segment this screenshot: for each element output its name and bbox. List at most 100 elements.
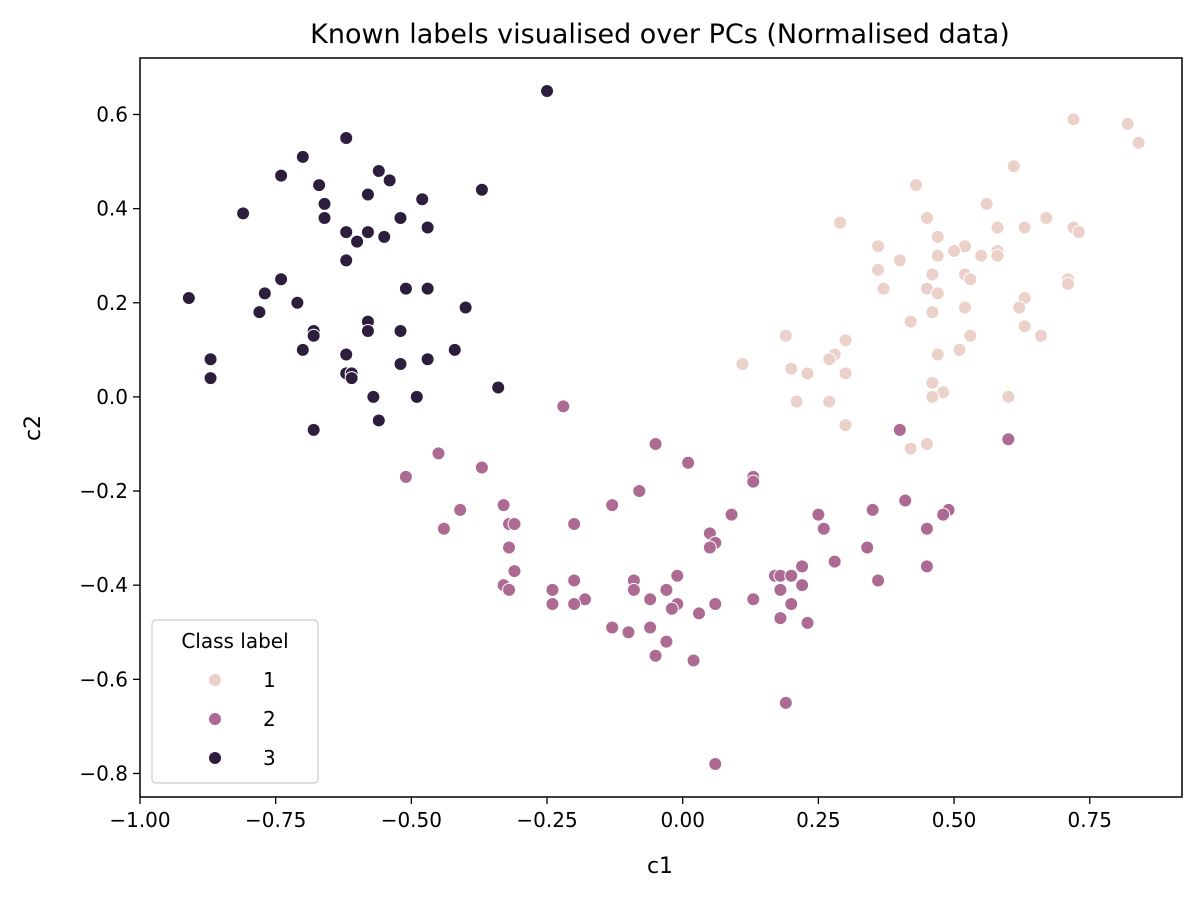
data-point-class-2 — [605, 620, 620, 635]
data-point-class-3 — [350, 234, 365, 249]
data-point-class-1 — [930, 347, 945, 362]
data-point-class-2 — [784, 597, 799, 612]
data-point-class-3 — [181, 291, 196, 306]
data-point-class-1 — [979, 196, 994, 211]
data-point-class-3 — [393, 356, 408, 371]
data-point-class-2 — [919, 521, 934, 536]
data-point-class-3 — [540, 83, 555, 98]
points-layer — [181, 83, 1146, 772]
data-point-class-3 — [409, 389, 424, 404]
x-tick-label: 0.50 — [932, 808, 977, 832]
data-point-class-3 — [344, 371, 359, 386]
data-point-class-1 — [1120, 116, 1135, 131]
data-point-class-2 — [507, 516, 522, 531]
data-point-class-1 — [838, 418, 853, 433]
data-point-class-2 — [632, 484, 647, 499]
data-point-class-3 — [306, 422, 321, 437]
data-point-class-2 — [670, 568, 685, 583]
data-point-class-1 — [1039, 211, 1054, 226]
data-point-class-2 — [567, 573, 582, 588]
x-tick-label: −1.00 — [109, 808, 170, 832]
data-point-class-1 — [963, 328, 978, 343]
data-point-class-2 — [724, 507, 739, 522]
data-point-class-3 — [371, 163, 386, 178]
data-point-class-2 — [605, 498, 620, 513]
data-point-class-2 — [773, 582, 788, 597]
data-point-class-3 — [274, 272, 289, 287]
data-point-class-2 — [621, 625, 636, 640]
data-point-class-3 — [295, 342, 310, 357]
data-point-class-3 — [257, 286, 272, 301]
data-point-class-2 — [871, 573, 886, 588]
data-point-class-1 — [1033, 328, 1048, 343]
data-point-class-1 — [822, 352, 837, 367]
data-point-class-2 — [708, 597, 723, 612]
data-point-class-2 — [795, 578, 810, 593]
data-point-class-3 — [274, 168, 289, 183]
data-point-class-2 — [800, 615, 815, 630]
data-point-class-3 — [312, 178, 327, 193]
data-point-class-1 — [925, 305, 940, 320]
data-point-class-2 — [648, 648, 663, 663]
data-point-class-2 — [708, 757, 723, 772]
data-point-class-3 — [447, 342, 462, 357]
data-point-class-1 — [876, 281, 891, 296]
data-point-class-1 — [1061, 276, 1076, 291]
y-axis-ticks: −0.8 −0.6 −0.4 −0.2 0.0 0.2 0.4 0.6 — [79, 102, 140, 785]
data-point-class-1 — [963, 272, 978, 287]
data-point-class-2 — [795, 559, 810, 574]
data-point-class-3 — [360, 225, 375, 240]
data-point-class-1 — [784, 361, 799, 376]
y-tick-label: 0.0 — [96, 385, 128, 409]
data-point-class-1 — [947, 243, 962, 258]
data-point-class-1 — [871, 239, 886, 254]
data-point-class-2 — [659, 634, 674, 649]
data-point-class-1 — [990, 220, 1005, 235]
data-point-class-1 — [930, 248, 945, 263]
data-point-class-2 — [816, 521, 831, 536]
data-point-class-2 — [746, 592, 761, 607]
data-point-class-1 — [778, 328, 793, 343]
data-point-class-2 — [702, 540, 717, 555]
data-point-class-2 — [860, 540, 875, 555]
data-point-class-2 — [773, 611, 788, 626]
data-point-class-2 — [643, 620, 658, 635]
data-point-class-3 — [382, 173, 397, 188]
x-tick-label: −0.50 — [381, 808, 442, 832]
data-point-class-3 — [360, 324, 375, 339]
data-point-class-2 — [1001, 432, 1016, 447]
data-point-class-3 — [377, 229, 392, 244]
data-point-class-3 — [458, 300, 473, 315]
y-tick-label: 0.6 — [96, 102, 128, 126]
data-point-class-1 — [1131, 135, 1146, 150]
data-point-class-1 — [1017, 220, 1032, 235]
data-point-class-1 — [822, 394, 837, 409]
data-point-class-3 — [420, 220, 435, 235]
data-point-class-3 — [360, 187, 375, 202]
x-tick-label: 0.00 — [660, 808, 705, 832]
data-point-class-2 — [556, 399, 571, 414]
data-point-class-1 — [957, 300, 972, 315]
data-point-class-2 — [398, 469, 413, 484]
data-point-class-1 — [930, 286, 945, 301]
data-point-class-1 — [930, 229, 945, 244]
data-point-class-1 — [925, 375, 940, 390]
data-point-class-2 — [567, 516, 582, 531]
data-point-class-2 — [474, 460, 489, 475]
legend-marker-2 — [209, 713, 221, 725]
data-point-class-1 — [892, 253, 907, 268]
y-axis-label: c2 — [21, 415, 46, 441]
data-point-class-2 — [936, 507, 951, 522]
data-point-class-2 — [691, 606, 706, 621]
data-point-class-2 — [865, 502, 880, 517]
data-point-class-3 — [290, 295, 305, 310]
x-tick-label: −0.75 — [245, 808, 306, 832]
legend-title: Class label — [181, 629, 288, 653]
data-point-class-1 — [1006, 159, 1021, 174]
data-point-class-2 — [659, 582, 674, 597]
data-point-class-2 — [507, 564, 522, 579]
data-point-class-3 — [339, 131, 354, 146]
legend-frame — [151, 619, 319, 784]
data-point-class-3 — [339, 347, 354, 362]
data-point-class-2 — [502, 582, 517, 597]
